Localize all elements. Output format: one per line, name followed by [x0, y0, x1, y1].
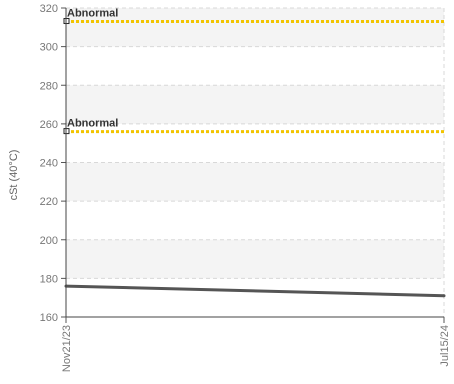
- y-tick-label: 240: [40, 158, 58, 170]
- threshold-label: Abnormal: [67, 118, 118, 130]
- series-line: [65, 284, 445, 298]
- x-tick-label: Nov21/23: [61, 325, 73, 372]
- x-tick-label: Jul15/24: [439, 325, 451, 367]
- y-tick-label: 200: [40, 235, 58, 247]
- y-tick-label: 220: [40, 196, 58, 208]
- grid-band: [66, 85, 444, 124]
- grid-band: [66, 8, 444, 47]
- y-axis-title: cSt (40°C): [8, 150, 20, 201]
- grid-band: [66, 162, 444, 202]
- band-layer: [66, 8, 444, 279]
- y-tick-label: 300: [40, 42, 58, 54]
- series-layer: [64, 284, 446, 298]
- y-tick-label: 180: [40, 273, 58, 285]
- axis-layer: 160 180 200 220 240 260 280 300 320 Nov21/23 Jul15…: [40, 3, 451, 372]
- series-point: [442, 294, 446, 298]
- y-tick-label: 260: [40, 119, 58, 131]
- y-tick-label: 320: [40, 3, 58, 15]
- y-tick-label: 280: [40, 80, 58, 92]
- y-tick-label: 160: [40, 312, 58, 324]
- grid-band: [66, 239, 444, 279]
- threshold-label: Abnormal: [67, 8, 118, 20]
